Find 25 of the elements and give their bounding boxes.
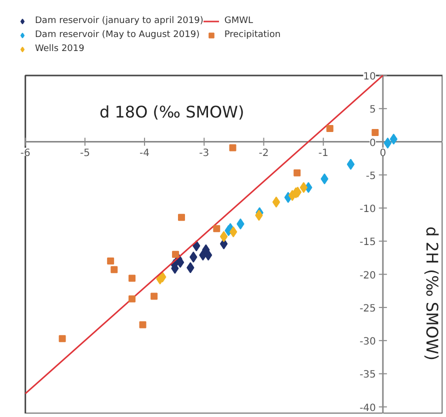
y-tick-label: -20 (360, 270, 376, 282)
x-tick-label: -1 (318, 148, 328, 159)
legend-label: Precipitation (224, 29, 281, 42)
y-tick-label: -5 (366, 170, 376, 182)
y-tick-label: 0 (370, 138, 376, 149)
y-tick-label: -30 (360, 336, 376, 348)
legend-label: Wells 2019 (35, 43, 84, 56)
x-axis-title: d 18O (‰ SMOW) (100, 102, 244, 122)
x-tick-label: -5 (80, 148, 90, 159)
x-tick-label: -3 (199, 148, 210, 159)
legend-label: Dam reservoir (May to August 2019) (35, 29, 200, 42)
x-tick-label: 0 (380, 148, 386, 159)
legend-label: GMWL (224, 15, 254, 28)
y-tick-label: -40 (360, 402, 376, 414)
x-tick-label: -2 (258, 148, 269, 159)
y-tick-label: -15 (360, 237, 376, 248)
y-tick-label: -35 (360, 370, 376, 381)
legend-label: Dam reservoir (january to april 2019) (35, 15, 204, 28)
y-tick-label: -10 (360, 204, 376, 216)
y-axis-title: d 2H (‰ SMOW) (422, 226, 442, 360)
y-tick-label: -25 (360, 303, 376, 314)
x-tick-label: -6 (20, 148, 30, 159)
y-tick-label: 5 (370, 104, 376, 116)
y-tick-label: 10 (363, 71, 376, 82)
x-tick-label: -4 (140, 148, 150, 159)
